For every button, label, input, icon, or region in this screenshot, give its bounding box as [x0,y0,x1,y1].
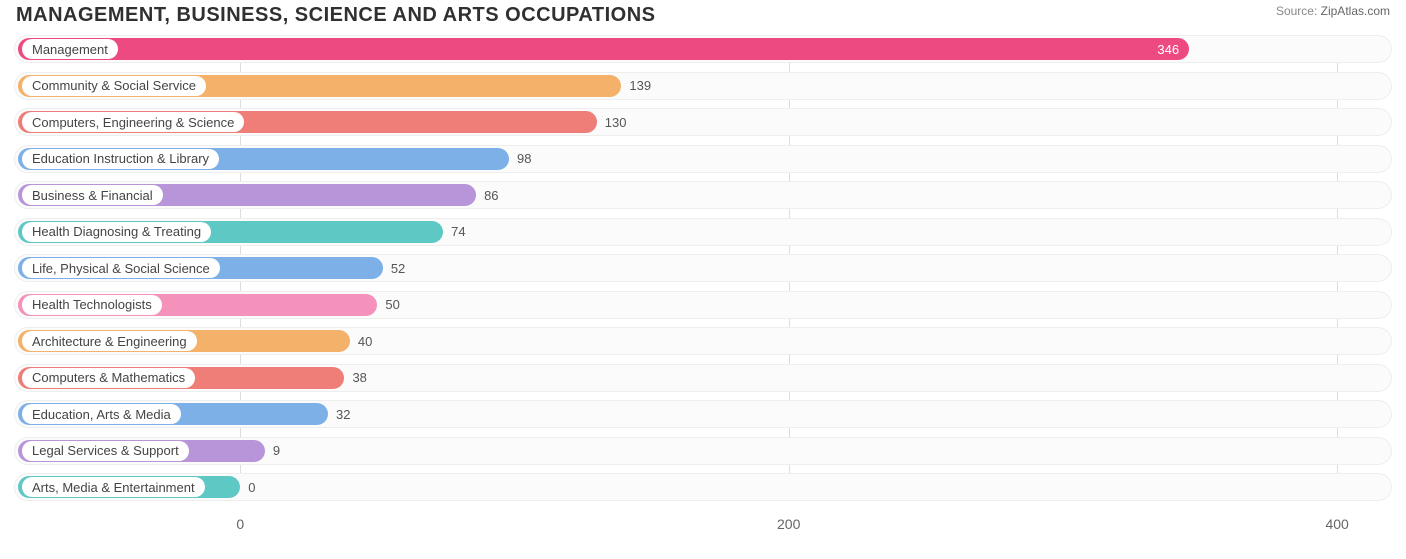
value-label: 130 [597,108,627,136]
axis-tick: 0 [236,516,244,532]
value-label: 139 [621,72,651,100]
chart-source: Source: ZipAtlas.com [1276,4,1390,18]
plot-area: Management346 Community & Social Service 1… [10,35,1396,501]
category-label: Health Technologists [22,295,162,315]
source-label: Source: [1276,4,1317,18]
category-label: Health Diagnosing & Treating [22,222,211,242]
bar-row: Business & Financial 86 [10,181,1396,209]
value-label: 0 [240,473,255,501]
x-axis: 0 200 400 [10,510,1396,540]
value-label: 346 [18,35,1189,63]
category-label: Architecture & Engineering [22,331,197,351]
category-label: Education Instruction & Library [22,149,219,169]
category-label: Legal Services & Support [22,441,189,461]
axis-tick: 400 [1325,516,1348,532]
bar-row: Community & Social Service 139 [10,72,1396,100]
bar-row: Legal Services & Support 9 [10,437,1396,465]
value-label: 9 [265,437,280,465]
bar-row: Computers & Mathematics 38 [10,364,1396,392]
value-label: 50 [377,291,399,319]
value-label: 40 [350,327,372,355]
bar-row: Health Diagnosing & Treating 74 [10,218,1396,246]
category-label: Life, Physical & Social Science [22,258,220,278]
value-label: 98 [509,145,531,173]
bar-row: Education Instruction & Library 98 [10,145,1396,173]
chart-header: MANAGEMENT, BUSINESS, SCIENCE AND ARTS O… [0,0,1406,35]
bar-row: Computers, Engineering & Science 130 [10,108,1396,136]
category-label: Computers, Engineering & Science [22,112,244,132]
value-label: 52 [383,254,405,282]
source-name: ZipAtlas.com [1321,4,1390,18]
category-label: Community & Social Service [22,76,206,96]
category-label: Business & Financial [22,185,163,205]
bar-row: Education, Arts & Media 32 [10,400,1396,428]
value-label: 74 [443,218,465,246]
value-label: 38 [344,364,366,392]
bar-row: Health Technologists 50 [10,291,1396,319]
bar-row: Management346 [10,35,1396,63]
value-label: 32 [328,400,350,428]
bar-row: Arts, Media & Entertainment 0 [10,473,1396,501]
bar-row: Life, Physical & Social Science 52 [10,254,1396,282]
axis-tick: 200 [777,516,800,532]
category-label: Education, Arts & Media [22,404,181,424]
chart-title: MANAGEMENT, BUSINESS, SCIENCE AND ARTS O… [16,4,655,27]
category-label: Computers & Mathematics [22,368,195,388]
value-label: 86 [476,181,498,209]
chart-area: Management346 Community & Social Service 1… [0,35,1406,540]
bar-row: Architecture & Engineering 40 [10,327,1396,355]
category-label: Arts, Media & Entertainment [22,477,205,497]
